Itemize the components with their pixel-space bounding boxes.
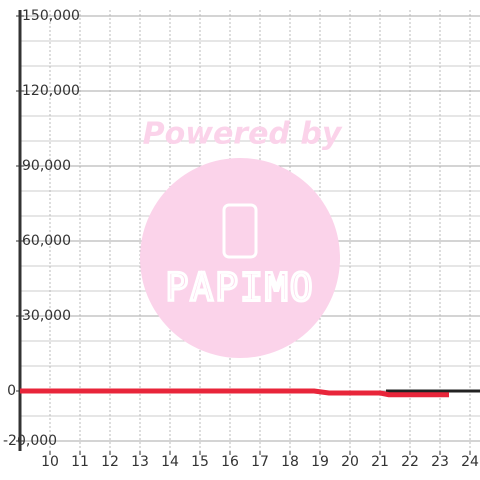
- x-tick-label: 11: [71, 454, 89, 470]
- x-tick-label: 22: [401, 454, 419, 470]
- y-tick-label: 0: [7, 383, 16, 399]
- x-tick-label: 17: [251, 454, 269, 470]
- x-tick-label: 15: [191, 454, 209, 470]
- watermark-logo: PAPIMO: [165, 266, 314, 310]
- x-tick-label: 18: [281, 454, 299, 470]
- x-tick-label: 21: [371, 454, 389, 470]
- x-tick-label: 14: [161, 454, 179, 470]
- y-tick-label: 90,000: [22, 158, 71, 174]
- y-tick-label: 150,000: [22, 8, 80, 24]
- x-tick-label: 20: [341, 454, 359, 470]
- x-tick-label: 10: [41, 454, 59, 470]
- x-tick-label: 19: [311, 454, 329, 470]
- series-line: [20, 388, 449, 398]
- watermark: Powered by PAPIMO: [140, 117, 343, 358]
- watermark-phone: [222, 203, 258, 259]
- x-tick-label: 13: [131, 454, 149, 470]
- x-tick-label: 23: [431, 454, 449, 470]
- y-tick-label: -20,000: [3, 433, 57, 449]
- y-tick-label: 60,000: [22, 233, 71, 249]
- x-tick-label: 16: [221, 454, 239, 470]
- y-tick-label: 120,000: [22, 83, 80, 99]
- watermark-text: Powered by: [143, 117, 343, 152]
- x-tick-label: 24: [461, 454, 479, 470]
- x-tick-label: 12: [101, 454, 119, 470]
- y-tick-label: 30,000: [22, 308, 71, 324]
